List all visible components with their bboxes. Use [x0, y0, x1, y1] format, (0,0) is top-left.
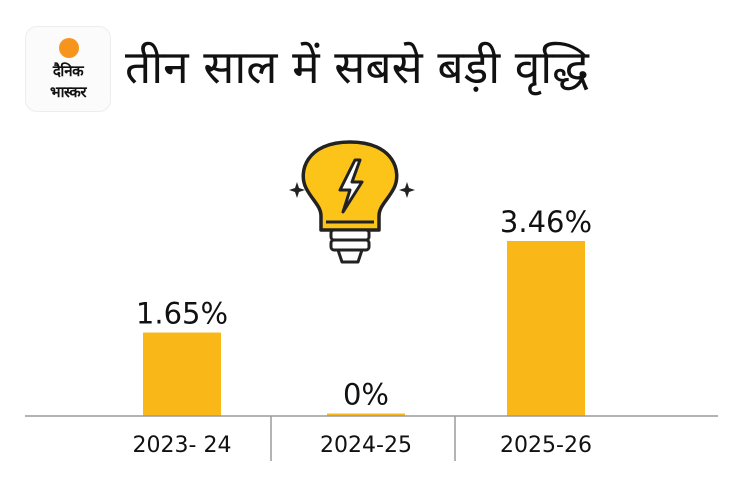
page-title: तीन साल में सबसे बड़ी वृद्धि — [125, 40, 589, 94]
x-tick-label: 2024-25 — [320, 433, 412, 458]
logo-line-2: भास्कर — [50, 83, 86, 101]
bar-value-label: 1.65% — [136, 297, 228, 331]
dainik-bhaskar-logo: दैनिक भास्कर — [25, 26, 111, 112]
bar — [507, 241, 585, 416]
x-tick-label: 2023- 24 — [133, 433, 232, 458]
logo-sun-icon — [59, 38, 79, 58]
bar — [327, 413, 405, 416]
x-tick-label: 2025-26 — [500, 433, 592, 458]
bar — [143, 332, 221, 416]
lightbulb-lightning-icon — [289, 140, 415, 264]
bar-value-label: 0% — [343, 378, 389, 412]
bar-value-label: 3.46% — [500, 205, 592, 239]
logo-line-1: दैनिक — [52, 62, 84, 80]
